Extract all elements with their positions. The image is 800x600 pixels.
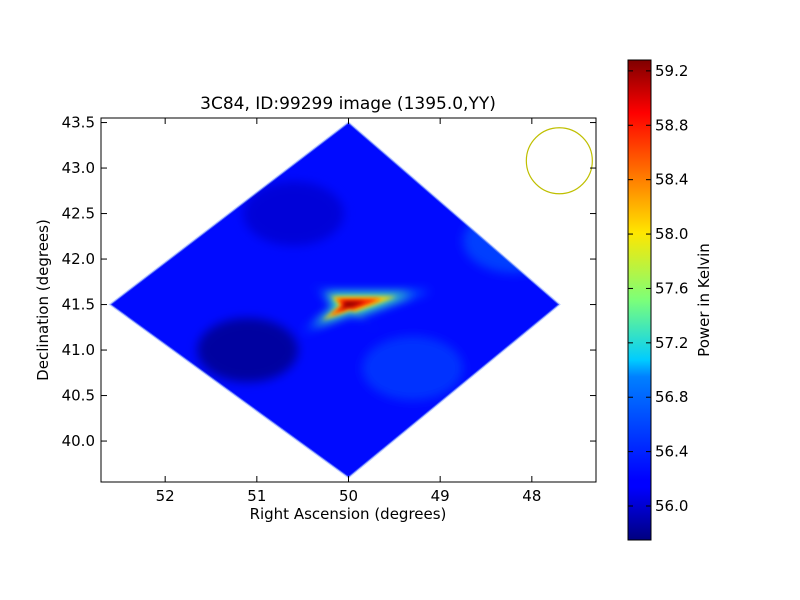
- colorbar-tick-label: 58.8: [655, 116, 688, 134]
- colorbar-tick-label: 56.0: [655, 497, 688, 515]
- heatmap-feature: [243, 181, 344, 246]
- colorbar-tick-label: 57.6: [655, 279, 688, 297]
- y-axis-label: Declination (degrees): [34, 219, 52, 381]
- x-tick-label: 51: [247, 487, 266, 505]
- x-tick-label: 49: [431, 487, 450, 505]
- colorbar-gradient: [628, 60, 651, 540]
- colorbar-frame: [627, 59, 652, 541]
- heatmap-feature: [197, 317, 299, 383]
- y-tick-label: 41.0: [62, 341, 95, 359]
- heatmap: [108, 121, 561, 479]
- colorbar-tick-label: 59.2: [655, 62, 688, 80]
- y-tick-label: 43.0: [62, 159, 95, 177]
- colorbar-tick-label: 58.4: [655, 171, 688, 189]
- colorbar-tick-label: 56.4: [655, 443, 688, 461]
- colorbar: 56.0 56.4 56.8 57.2 57.6 58.0 58.4 58.8 59.2 Pow…: [627, 59, 713, 541]
- x-tick-label: 52: [156, 487, 175, 505]
- y-tick-label: 42.0: [62, 250, 95, 268]
- y-tick-label: 41.5: [62, 296, 95, 314]
- x-ticks: 52 51 50 49 48: [156, 118, 541, 505]
- y-tick-label: 43.5: [62, 114, 95, 132]
- y-ticks: 40.0 40.5 41.0 41.5 42.0 42.5 43.0 43.5: [62, 114, 596, 450]
- colorbar-ticks: 56.0 56.4 56.8 57.2 57.6 58.0 58.4 58.8 59.2: [628, 62, 688, 515]
- colorbar-tick-label: 57.2: [655, 334, 688, 352]
- colorbar-tick-label: 58.0: [655, 225, 688, 243]
- colorbar-tick-label: 56.8: [655, 388, 688, 406]
- y-tick-label: 40.0: [62, 432, 95, 450]
- x-tick-label: 48: [522, 487, 541, 505]
- heatmap-feature: [362, 336, 464, 401]
- y-tick-label: 40.5: [62, 387, 95, 405]
- y-tick-label: 42.5: [62, 205, 95, 223]
- source-emission: [339, 300, 365, 312]
- colorbar-label: Power in Kelvin: [695, 243, 713, 357]
- x-tick-label: 50: [339, 487, 358, 505]
- x-axis-label: Right Ascension (degrees): [250, 505, 447, 523]
- beam-circle: [525, 127, 593, 195]
- chart-title: 3C84, ID:99299 image (1395.0,YY): [200, 94, 496, 114]
- source-emission: [330, 295, 382, 320]
